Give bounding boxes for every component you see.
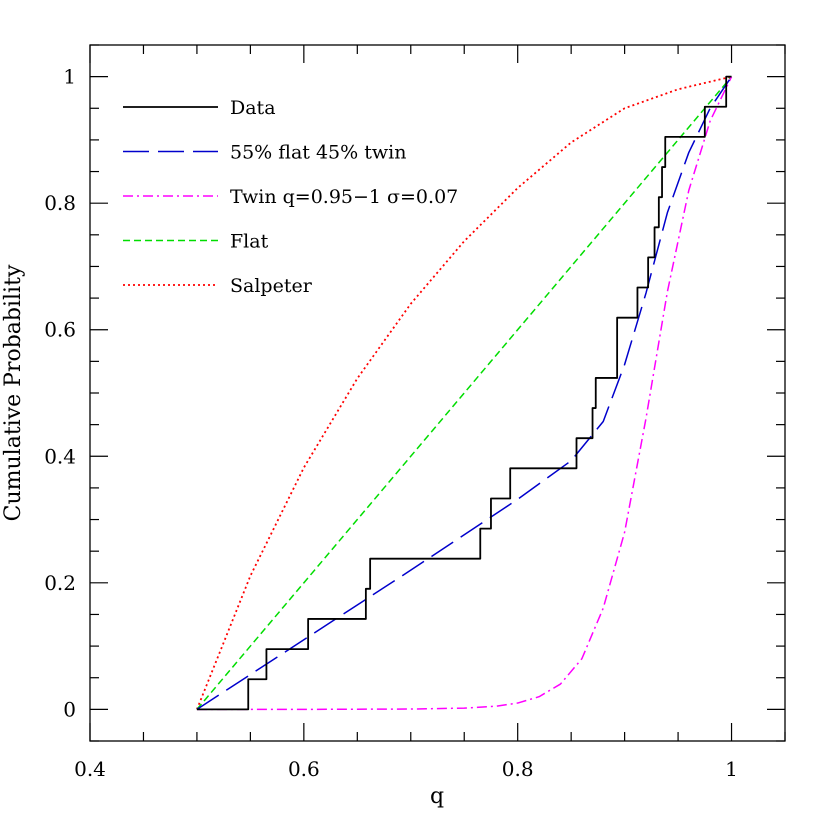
series-line-3 [196,76,733,710]
series-line-2 [196,76,733,711]
x-tick-label: 0.4 [74,757,106,781]
x-tick-label: 0.6 [288,757,320,781]
legend-label: Flat [230,231,269,253]
legend-label: Salpeter [230,275,313,297]
legend-label: Twin q=0.95−1 σ=0.07 [230,186,458,208]
y-tick-label: 0.6 [44,318,76,342]
legend-label: Data [230,97,276,119]
y-tick-label: 0 [63,697,76,721]
y-tick-label: 1 [63,65,76,89]
x-tick-label: 1 [725,757,738,781]
series-line-4 [196,75,732,710]
legend-label: 55% flat 45% twin [230,142,406,164]
series-line-0 [196,75,732,711]
plot-frame [89,44,786,742]
y-axis-label: Cumulative Probability [1,264,26,521]
legend: Data 55% flat 45% twin Twin q=0.95−1 σ=0.0… [123,97,458,297]
y-tick-labels: 0 0.2 0.4 0.6 0.8 1 [44,65,76,722]
series-layer [196,75,733,711]
x-axis-label: q [430,784,444,809]
y-tick-label: 0.2 [44,571,76,595]
y-tick-label: 0.4 [44,444,76,468]
axis-ticks [89,44,786,742]
x-tick-label: 0.8 [502,757,534,781]
series-line-1 [196,76,733,710]
x-tick-labels: 0.4 0.6 0.8 1 [74,757,738,781]
y-tick-label: 0.8 [44,191,76,215]
